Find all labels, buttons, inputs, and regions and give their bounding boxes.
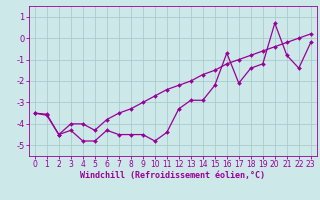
X-axis label: Windchill (Refroidissement éolien,°C): Windchill (Refroidissement éolien,°C) — [80, 171, 265, 180]
